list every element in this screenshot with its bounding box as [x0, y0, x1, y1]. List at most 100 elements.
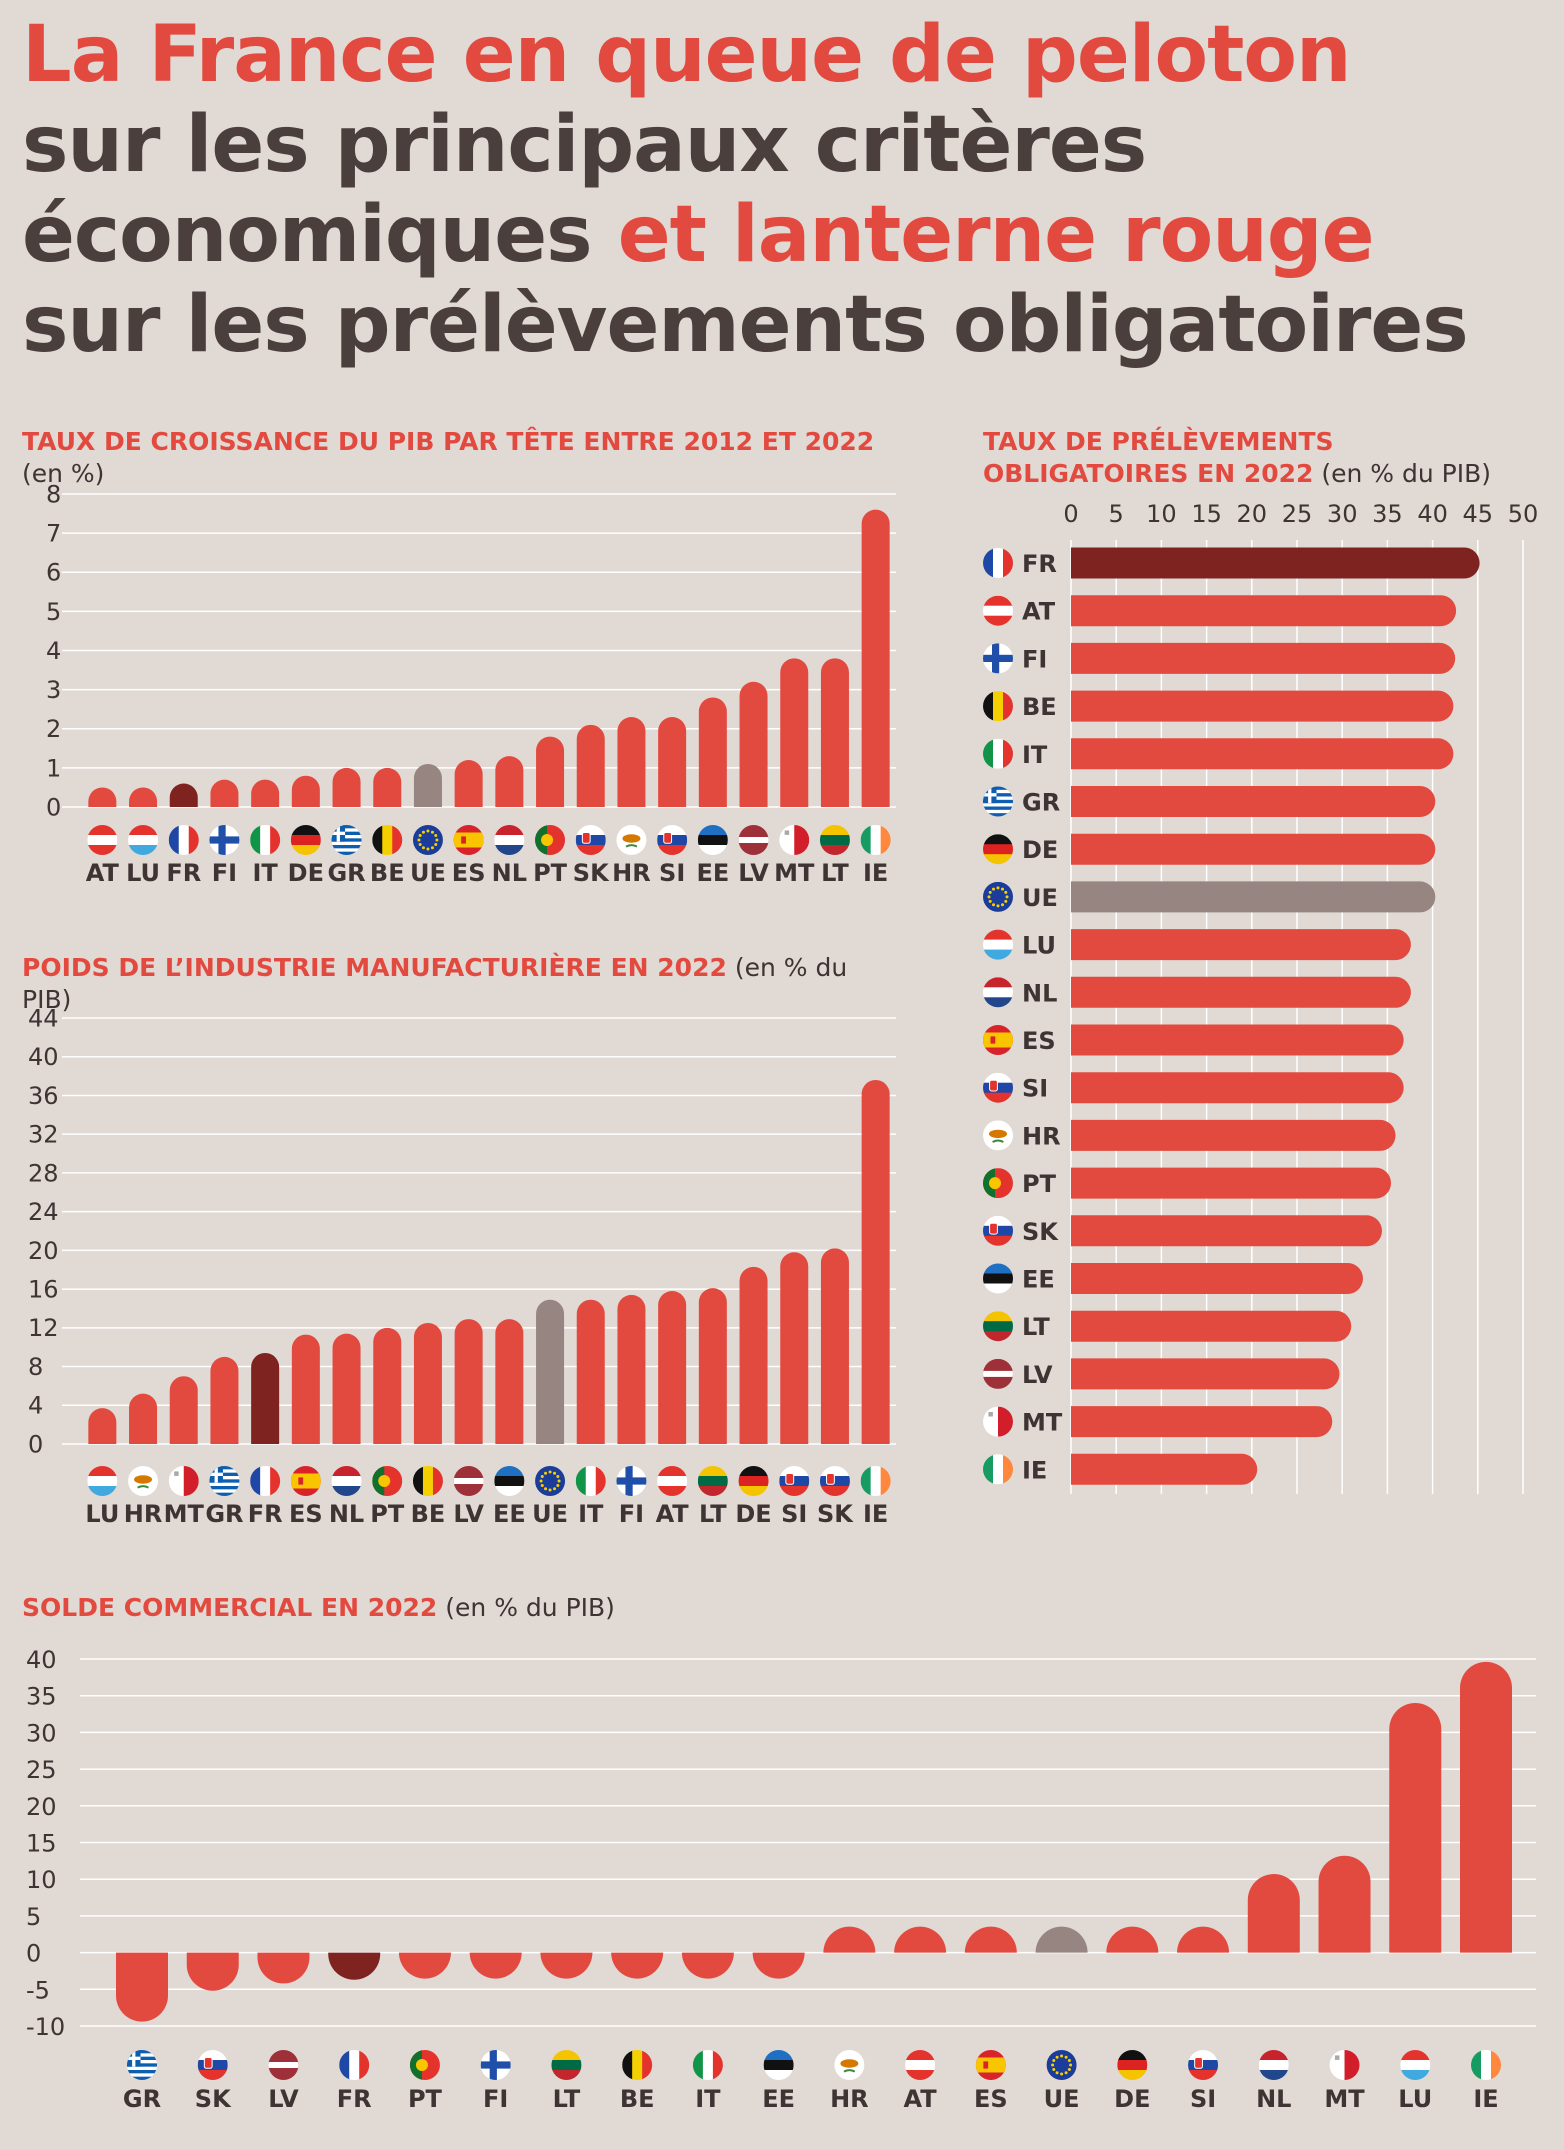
bar-lt	[698, 1288, 727, 1444]
y-tick-label: -10	[26, 2013, 65, 2041]
x-tick-label: LT	[553, 2085, 581, 2113]
y-tick-label: 15	[26, 1830, 57, 1858]
bar-be	[1071, 690, 1454, 722]
x-tick-label: HR	[612, 859, 651, 887]
flag-lu-icon	[983, 929, 1013, 960]
taxes-unit-text: (en % du PIB)	[1321, 459, 1492, 488]
flag-ie-icon	[983, 1454, 1013, 1485]
y-tick-label: 4	[28, 1392, 43, 1420]
flag-lt-icon	[983, 1311, 1013, 1342]
headline-part3: et lanterne rouge	[617, 190, 1375, 280]
flag-fr-icon	[983, 548, 1013, 578]
flag-at-icon	[87, 825, 118, 855]
bar-nl	[1247, 1874, 1300, 1953]
taxes-chart: 0 5 10 15 20 25 30 35 40 45 50 FR AT FI BE IT GR DE UE LU NL…	[983, 500, 1539, 1494]
y-tick-label: 20	[26, 1793, 57, 1821]
flag-si-icon	[983, 1072, 1013, 1103]
bar-fr	[328, 1952, 381, 1980]
flag-ue-icon	[535, 1466, 566, 1496]
bar-it	[681, 1952, 734, 1979]
bar-it	[576, 1299, 605, 1444]
bar-si	[1177, 1926, 1230, 1953]
y-tick-label: FR	[1022, 550, 1057, 578]
flag-fr-icon	[250, 1466, 281, 1496]
bar-hr	[129, 1393, 158, 1444]
x-tick-label: FI	[212, 859, 237, 887]
y-tick-label: 0	[26, 1940, 41, 1968]
x-tick-label: 50	[1508, 500, 1539, 528]
bar-lu	[1389, 1703, 1442, 1953]
bar-fi	[617, 1294, 646, 1444]
x-tick-label: LT	[821, 859, 849, 887]
x-tick-label: DE	[1114, 2085, 1150, 2113]
bar-fr	[251, 1352, 280, 1444]
y-tick-label: 28	[28, 1159, 59, 1187]
flag-it-icon	[575, 1466, 606, 1496]
bar-gr	[210, 1356, 239, 1444]
y-tick-label: LV	[1022, 1361, 1053, 1389]
x-tick-label: UE	[532, 1500, 568, 1528]
flag-sk-icon	[197, 2050, 228, 2080]
industry-title-text: POIDS DE L’INDUSTRIE MANUFACTURIÈRE EN 2…	[22, 953, 727, 982]
flag-be-icon	[983, 691, 1013, 722]
flag-fi-icon	[616, 1466, 647, 1496]
x-tick-label: BE	[370, 859, 405, 887]
y-tick-label: 35	[26, 1683, 57, 1711]
growth-chart: 0 1 2 3 4 5 6 7 8 AT LU FR FI IT DE GR BE UE ES NL PT SK HR SI E…	[46, 480, 896, 887]
flag-ee-icon	[494, 1466, 525, 1496]
bar-it	[251, 779, 280, 807]
x-tick-label: EE	[762, 2085, 795, 2113]
x-tick-label: 10	[1146, 500, 1177, 528]
flag-ee-icon	[763, 2050, 794, 2080]
y-tick-label: 25	[26, 1756, 57, 1784]
bar-lv	[454, 1319, 483, 1444]
x-tick-label: FI	[619, 1500, 644, 1528]
x-tick-label: MT	[164, 1500, 205, 1528]
bar-es	[1071, 1024, 1404, 1056]
x-tick-label: 25	[1282, 500, 1313, 528]
x-tick-label: MT	[1324, 2085, 1365, 2113]
growth-unit-text: (en %)	[22, 459, 105, 488]
bar-lv	[1071, 1358, 1340, 1390]
x-tick-label: GR	[123, 2085, 161, 2113]
headline-part4: sur les prélèvements obligatoires	[22, 280, 1469, 370]
flag-it-icon	[250, 825, 281, 855]
x-tick-label: SK	[195, 2085, 232, 2113]
x-tick-label: ES	[452, 859, 486, 887]
bar-be	[373, 767, 402, 807]
y-tick-label: IT	[1022, 741, 1048, 769]
flag-gr-icon	[983, 786, 1013, 817]
flag-lu-icon	[1400, 2050, 1431, 2080]
x-tick-label: 45	[1463, 500, 1494, 528]
x-tick-label: NL	[492, 859, 527, 887]
bar-si	[1071, 1072, 1404, 1104]
industry-unit-text: (en % du PIB)	[22, 953, 848, 1014]
x-tick-label: DE	[288, 859, 324, 887]
bar-ee	[1071, 1263, 1363, 1294]
x-tick-label: GR	[327, 859, 365, 887]
y-tick-label: SI	[1022, 1075, 1048, 1103]
bar-mt	[169, 1376, 198, 1444]
y-tick-label: MT	[1022, 1409, 1063, 1437]
x-tick-label: LV	[268, 2085, 299, 2113]
flag-at-icon	[905, 2050, 936, 2080]
bar-sk	[186, 1952, 239, 1991]
flag-pt-icon	[409, 2050, 440, 2080]
bar-be	[413, 1322, 442, 1444]
bar-lv	[739, 681, 768, 807]
flag-mt-icon	[779, 825, 810, 855]
flag-gr-icon	[331, 825, 362, 855]
x-tick-label: FR	[248, 1500, 283, 1528]
y-tick-label: 3	[46, 676, 61, 704]
x-tick-label: EE	[696, 859, 729, 887]
bar-ie	[861, 1079, 890, 1444]
x-tick-label: SI	[1190, 2085, 1216, 2113]
bar-hr	[617, 717, 646, 807]
bar-at	[88, 787, 117, 807]
y-tick-label: 8	[28, 1353, 43, 1381]
bar-lt	[820, 658, 849, 807]
flag-pt-icon	[983, 1168, 1013, 1199]
y-tick-label: NL	[1022, 979, 1057, 1007]
flag-es-icon	[975, 2050, 1006, 2080]
x-tick-label: LV	[738, 859, 769, 887]
